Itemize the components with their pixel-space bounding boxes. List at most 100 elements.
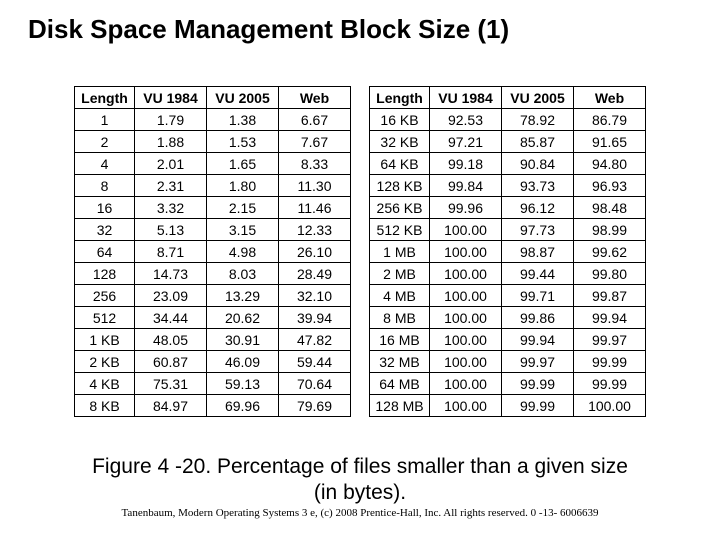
table-row: 4 KB75.3159.1370.64 <box>75 373 351 395</box>
table-row: 128 KB99.8493.7396.93 <box>370 175 646 197</box>
col-web-header: Web <box>279 87 351 109</box>
table-row: 4 MB100.0099.7199.87 <box>370 285 646 307</box>
table-cell: 100.00 <box>430 219 502 241</box>
table-cell: 30.91 <box>207 329 279 351</box>
table-cell: 99.71 <box>502 285 574 307</box>
table-cell: 99.97 <box>574 329 646 351</box>
col-vu2005-header: VU 2005 <box>207 87 279 109</box>
table-header-row: Length VU 1984 VU 2005 Web <box>370 87 646 109</box>
page-title: Disk Space Management Block Size (1) <box>28 14 509 45</box>
table-cell: 86.79 <box>574 109 646 131</box>
tables-container: Length VU 1984 VU 2005 Web 11.791.386.67… <box>60 86 660 417</box>
table-cell: 59.13 <box>207 373 279 395</box>
table-cell: 4.98 <box>207 241 279 263</box>
table-row: 51234.4420.6239.94 <box>75 307 351 329</box>
table-cell: 26.10 <box>279 241 351 263</box>
table-cell: 14.73 <box>135 263 207 285</box>
table-row: 21.881.537.67 <box>75 131 351 153</box>
table-cell: 100.00 <box>430 373 502 395</box>
table-cell: 93.73 <box>502 175 574 197</box>
table-row: 512 KB100.0097.7398.99 <box>370 219 646 241</box>
table-row: 163.322.1511.46 <box>75 197 351 219</box>
table-cell: 39.94 <box>279 307 351 329</box>
table-cell: 8.03 <box>207 263 279 285</box>
table-cell: 100.00 <box>430 285 502 307</box>
table-cell: 85.87 <box>502 131 574 153</box>
right-table-body: 16 KB92.5378.9286.7932 KB97.2185.8791.65… <box>370 109 646 417</box>
table-cell: 70.64 <box>279 373 351 395</box>
table-cell: 98.48 <box>574 197 646 219</box>
table-cell: 99.94 <box>574 307 646 329</box>
col-vu2005-header: VU 2005 <box>502 87 574 109</box>
table-cell: 100.00 <box>574 395 646 417</box>
table-cell: 4 MB <box>370 285 430 307</box>
table-cell: 99.97 <box>502 351 574 373</box>
table-row: 325.133.1512.33 <box>75 219 351 241</box>
left-table: Length VU 1984 VU 2005 Web 11.791.386.67… <box>74 86 351 417</box>
table-cell: 99.86 <box>502 307 574 329</box>
table-cell: 98.87 <box>502 241 574 263</box>
table-cell: 100.00 <box>430 307 502 329</box>
table-cell: 5.13 <box>135 219 207 241</box>
figure-caption: Figure 4 -20. Percentage of files smalle… <box>0 454 720 507</box>
table-cell: 2.01 <box>135 153 207 175</box>
table-cell: 99.94 <box>502 329 574 351</box>
table-cell: 75.31 <box>135 373 207 395</box>
table-cell: 8.33 <box>279 153 351 175</box>
table-cell: 64 MB <box>370 373 430 395</box>
table-row: 648.714.9826.10 <box>75 241 351 263</box>
table-cell: 69.96 <box>207 395 279 417</box>
table-row: 8 KB84.9769.9679.69 <box>75 395 351 417</box>
col-length-header: Length <box>370 87 430 109</box>
table-cell: 46.09 <box>207 351 279 373</box>
col-vu1984-header: VU 1984 <box>135 87 207 109</box>
table-row: 32 KB97.2185.8791.65 <box>370 131 646 153</box>
table-cell: 2 KB <box>75 351 135 373</box>
table-row: 64 KB99.1890.8494.80 <box>370 153 646 175</box>
table-cell: 100.00 <box>430 395 502 417</box>
table-cell: 1.88 <box>135 131 207 153</box>
caption-line-1: Figure 4 -20. Percentage of files smalle… <box>92 455 628 478</box>
table-cell: 2.31 <box>135 175 207 197</box>
table-header-row: Length VU 1984 VU 2005 Web <box>75 87 351 109</box>
table-row: 2 MB100.0099.4499.80 <box>370 263 646 285</box>
table-row: 1 KB48.0530.9147.82 <box>75 329 351 351</box>
table-cell: 32 KB <box>370 131 430 153</box>
table-cell: 47.82 <box>279 329 351 351</box>
table-row: 12814.738.0328.49 <box>75 263 351 285</box>
slide: Disk Space Management Block Size (1) Len… <box>0 0 720 540</box>
table-cell: 32 <box>75 219 135 241</box>
table-cell: 99.99 <box>502 395 574 417</box>
col-vu1984-header: VU 1984 <box>430 87 502 109</box>
table-cell: 3.15 <box>207 219 279 241</box>
table-cell: 99.96 <box>430 197 502 219</box>
table-cell: 3.32 <box>135 197 207 219</box>
table-row: 8 MB100.0099.8699.94 <box>370 307 646 329</box>
table-cell: 100.00 <box>430 263 502 285</box>
table-cell: 92.53 <box>430 109 502 131</box>
table-cell: 4 <box>75 153 135 175</box>
table-row: 128 MB100.0099.99100.00 <box>370 395 646 417</box>
table-cell: 32.10 <box>279 285 351 307</box>
table-cell: 100.00 <box>430 351 502 373</box>
table-cell: 256 <box>75 285 135 307</box>
table-cell: 2.15 <box>207 197 279 219</box>
table-cell: 8 MB <box>370 307 430 329</box>
table-row: 25623.0913.2932.10 <box>75 285 351 307</box>
table-cell: 128 KB <box>370 175 430 197</box>
table-cell: 99.44 <box>502 263 574 285</box>
right-table: Length VU 1984 VU 2005 Web 16 KB92.5378.… <box>369 86 646 417</box>
table-row: 1 MB100.0098.8799.62 <box>370 241 646 263</box>
table-cell: 79.69 <box>279 395 351 417</box>
table-cell: 1.53 <box>207 131 279 153</box>
table-cell: 99.99 <box>502 373 574 395</box>
table-cell: 13.29 <box>207 285 279 307</box>
table-cell: 99.99 <box>574 373 646 395</box>
table-cell: 128 <box>75 263 135 285</box>
table-row: 64 MB100.0099.9999.99 <box>370 373 646 395</box>
table-cell: 100.00 <box>430 329 502 351</box>
table-cell: 96.12 <box>502 197 574 219</box>
caption-line-2: (in bytes). <box>314 481 406 504</box>
table-cell: 11.46 <box>279 197 351 219</box>
table-cell: 100.00 <box>430 241 502 263</box>
